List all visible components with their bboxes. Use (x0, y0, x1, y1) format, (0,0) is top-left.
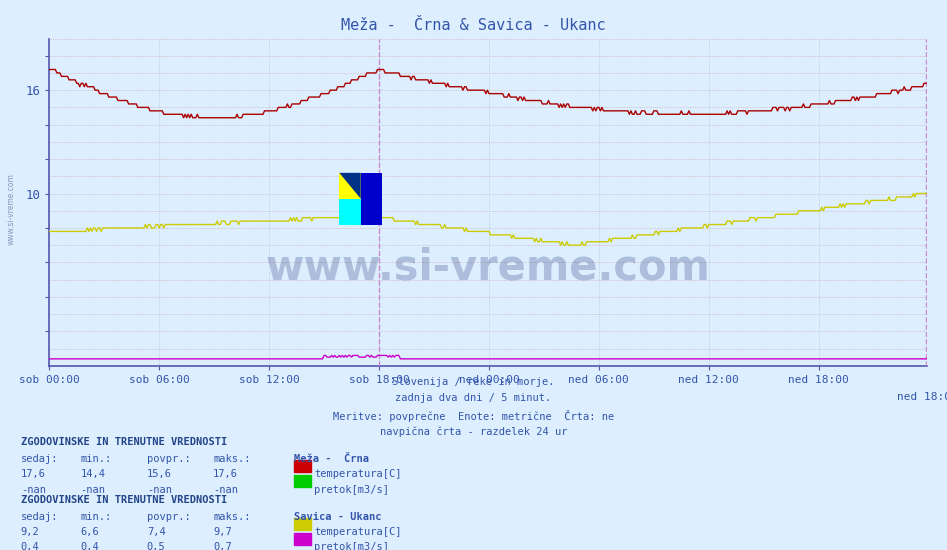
Text: -nan: -nan (80, 485, 105, 494)
Text: Savica - Ukanc: Savica - Ukanc (294, 512, 381, 521)
Text: 0,7: 0,7 (213, 542, 232, 550)
Text: temperatura[C]: temperatura[C] (314, 527, 402, 537)
Text: maks.:: maks.: (213, 512, 251, 521)
Text: www.si-vreme.com: www.si-vreme.com (7, 173, 16, 245)
Text: -nan: -nan (21, 485, 45, 494)
Text: 15,6: 15,6 (147, 469, 171, 479)
Text: temperatura[C]: temperatura[C] (314, 469, 402, 479)
Bar (361, 173, 382, 224)
Text: min.:: min.: (80, 512, 112, 521)
Text: Meritve: povprečne  Enote: metrične  Črta: ne: Meritve: povprečne Enote: metrične Črta:… (333, 410, 614, 422)
Text: 0,4: 0,4 (21, 542, 40, 550)
Text: pretok[m3/s]: pretok[m3/s] (314, 542, 389, 550)
Text: pretok[m3/s]: pretok[m3/s] (314, 485, 389, 494)
Text: Slovenija / reke in morje.: Slovenija / reke in morje. (392, 377, 555, 387)
Text: 6,6: 6,6 (80, 527, 99, 537)
Bar (339, 199, 361, 224)
Text: sedaj:: sedaj: (21, 454, 59, 464)
Text: Meža -  Črna: Meža - Črna (294, 454, 368, 464)
Text: maks.:: maks.: (213, 454, 251, 464)
Text: Meža -  Črna & Savica - Ukanc: Meža - Črna & Savica - Ukanc (341, 18, 606, 32)
Text: 7,4: 7,4 (147, 527, 166, 537)
Text: 0,5: 0,5 (147, 542, 166, 550)
Text: 14,4: 14,4 (80, 469, 105, 479)
Text: 9,7: 9,7 (213, 527, 232, 537)
Text: 17,6: 17,6 (213, 469, 238, 479)
Text: -nan: -nan (213, 485, 238, 494)
Text: ned 18:00: ned 18:00 (897, 392, 947, 402)
Text: -nan: -nan (147, 485, 171, 494)
Text: sedaj:: sedaj: (21, 512, 59, 521)
Text: min.:: min.: (80, 454, 112, 464)
Text: zadnja dva dni / 5 minut.: zadnja dva dni / 5 minut. (396, 393, 551, 403)
Text: 17,6: 17,6 (21, 469, 45, 479)
Text: 9,2: 9,2 (21, 527, 40, 537)
Text: ZGODOVINSKE IN TRENUTNE VREDNOSTI: ZGODOVINSKE IN TRENUTNE VREDNOSTI (21, 495, 227, 505)
Polygon shape (339, 173, 361, 199)
Text: www.si-vreme.com: www.si-vreme.com (266, 246, 710, 289)
Text: 0,4: 0,4 (80, 542, 99, 550)
Text: navpična črta - razdelek 24 ur: navpična črta - razdelek 24 ur (380, 426, 567, 437)
Text: ZGODOVINSKE IN TRENUTNE VREDNOSTI: ZGODOVINSKE IN TRENUTNE VREDNOSTI (21, 437, 227, 447)
Text: povpr.:: povpr.: (147, 454, 190, 464)
Bar (339, 173, 361, 199)
Text: povpr.:: povpr.: (147, 512, 190, 521)
